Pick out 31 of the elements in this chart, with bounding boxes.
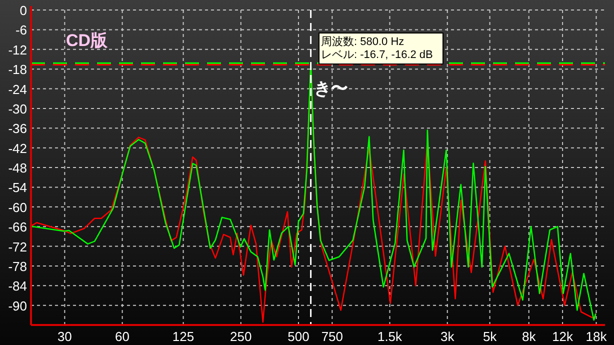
x-tick-label: 18k: [586, 329, 608, 344]
y-tick-label: -60: [8, 200, 27, 215]
annotation: き〜: [314, 79, 348, 98]
y-tick-label: -12: [8, 42, 27, 58]
x-tick-label: 1.5k: [377, 329, 403, 344]
x-tick-label: 8k: [522, 329, 536, 344]
y-tick-label: -30: [8, 101, 27, 116]
y-tick-label: -54: [8, 180, 27, 196]
x-tick-label: 60: [115, 329, 130, 344]
y-tick-label: 0: [20, 3, 27, 18]
y-tick-label: -6: [15, 22, 27, 38]
y-tick-label: -48: [8, 160, 27, 176]
y-tick-label: -18: [8, 62, 27, 78]
annotation: 周波数: 580.0 Hz レベル: -16.7, -16.2 dB: [321, 35, 433, 61]
x-tick-label: 750: [321, 329, 344, 344]
y-tick-label: -36: [8, 121, 27, 136]
x-tick-label: 5k: [482, 329, 498, 344]
x-tick-label: 250: [230, 329, 252, 344]
y-tick-label: -78: [8, 258, 27, 274]
y-tick-label: -72: [8, 239, 27, 254]
x-tick-label: 30: [57, 329, 72, 344]
y-tick-label: -42: [8, 140, 27, 156]
y-tick-label: -84: [8, 278, 27, 294]
y-tick-label: -90: [8, 298, 27, 314]
x-tick-label: 3k: [440, 329, 455, 344]
x-tick-label: 125: [172, 329, 194, 344]
annotation: CD版: [66, 31, 109, 50]
x-tick-label: 500: [288, 329, 310, 344]
y-tick-label: -66: [8, 220, 27, 235]
x-tick-label: 12k: [552, 329, 574, 344]
y-tick-label: -24: [8, 82, 27, 97]
